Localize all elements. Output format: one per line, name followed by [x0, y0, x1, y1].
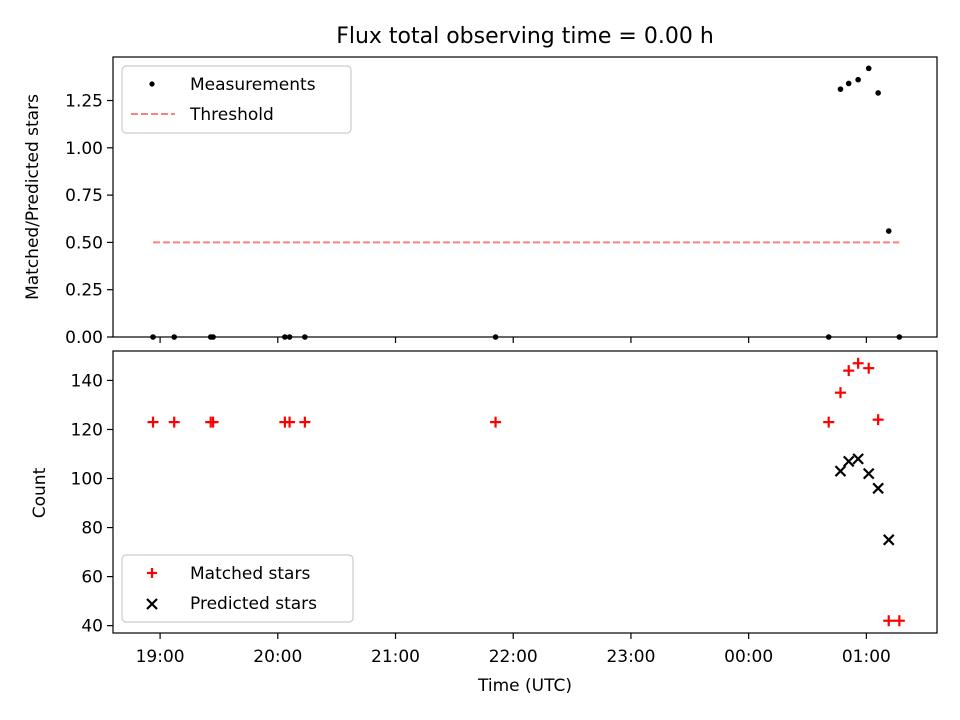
predicted-star-stroke-b	[834, 465, 847, 477]
bottom-plot-area	[147, 357, 905, 627]
bottom-xtick-label: 21:00	[371, 647, 420, 667]
matched-star-point	[834, 387, 846, 399]
bottom-xtick-group: 19:00 20:00 21:00 22:00 23:00 00:00 01:00	[136, 633, 891, 667]
top-ytick-label: 0.25	[65, 281, 103, 301]
measurement-point	[837, 86, 844, 92]
matched-star-point	[843, 365, 855, 377]
top-axes-frame	[112, 56, 938, 338]
top-ytick-group: 0.00 0.25 0.50 0.75 1.00 1.25	[65, 92, 113, 348]
bottom-ytick-label: 80	[81, 519, 103, 539]
bottom-xtick-label: 01:00	[842, 647, 891, 667]
predicted-star-stroke-b	[872, 482, 884, 495]
matched-star-point	[490, 416, 502, 428]
bottom-ytick-group: 40 60 80 100 120 140	[71, 371, 113, 637]
legend-predicted-label: Predicted stars	[190, 594, 317, 614]
top-legend: Measurements Threshold	[121, 65, 352, 134]
matched-star-point	[284, 416, 296, 428]
predicted-star-point	[872, 482, 884, 495]
measurement-point	[865, 65, 872, 72]
predicted-star-point	[852, 453, 864, 465]
predicted-star-point	[882, 534, 895, 546]
top-legend-box	[121, 65, 352, 134]
matched-star-point	[207, 416, 219, 428]
bottom-xtick-label: 20:00	[253, 647, 302, 667]
matched-star-point	[863, 362, 875, 374]
bottom-ytick-label: 100	[71, 470, 103, 490]
bottom-axes-frame	[112, 350, 938, 634]
predicted-star-point	[834, 465, 847, 477]
matched-star-point	[168, 416, 180, 428]
legend-matched-label: Matched stars	[190, 564, 310, 584]
legend-predicted-marker	[146, 598, 158, 610]
matched-star-point	[299, 416, 311, 428]
predicted-star-stroke-b	[882, 534, 895, 546]
predicted-star-stroke-b	[862, 467, 875, 480]
bottom-xtick-label: 22:00	[489, 647, 538, 667]
bottom-axes: Count Time (UTC) 40 60 80 100 120 140 19:00 20…	[30, 350, 938, 696]
measurement-point	[855, 76, 861, 83]
top-ylabel: Matched/Predicted stars	[23, 94, 43, 300]
top-ytick-label: 0.00	[65, 328, 103, 348]
bottom-ytick-label: 120	[71, 420, 103, 440]
top-xtick-group	[159, 337, 867, 343]
legend-measurements-marker	[149, 81, 155, 87]
measurement-point	[875, 90, 881, 96]
top-ytick-label: 1.25	[65, 92, 103, 112]
predicted-star-stroke-b	[852, 453, 864, 465]
bottom-xlabel: Time (UTC)	[477, 676, 572, 696]
matched-star-point	[883, 615, 895, 627]
predicted-star-point	[842, 455, 855, 468]
matched-star-point	[872, 414, 884, 426]
bottom-xtick-label: 19:00	[136, 647, 185, 667]
bottom-xtick-label: 23:00	[606, 647, 655, 667]
top-plot-area	[150, 65, 903, 340]
chart-title: Flux total observing time = 0.00 h	[336, 24, 714, 49]
bottom-ytick-label: 40	[81, 617, 103, 637]
bottom-legend: Matched stars Predicted stars	[121, 554, 354, 623]
bottom-xtick-label: 00:00	[724, 647, 773, 667]
bottom-ytick-label: 60	[81, 568, 103, 588]
bottom-legend-box	[121, 554, 354, 623]
matched-star-point	[823, 416, 835, 428]
top-ytick-label: 1.00	[65, 139, 103, 159]
bottom-ylabel: Count	[30, 467, 50, 518]
measurement-point	[885, 228, 892, 234]
legend-threshold-label: Threshold	[189, 105, 274, 125]
top-ytick-label: 0.75	[65, 186, 103, 206]
predicted-star-stroke-b	[842, 455, 855, 468]
predicted-star-point	[862, 467, 875, 480]
matched-star-point	[852, 357, 864, 369]
matched-star-point	[147, 416, 159, 428]
top-ytick-label: 0.50	[65, 233, 103, 253]
top-axes: Flux total observing time = 0.00 h Match…	[23, 24, 938, 348]
legend-measurements-label: Measurements	[190, 75, 316, 95]
matched-star-point	[893, 615, 905, 627]
legend-matched-marker	[147, 568, 157, 578]
bottom-ytick-label: 140	[71, 371, 103, 391]
measurement-point	[845, 80, 852, 87]
